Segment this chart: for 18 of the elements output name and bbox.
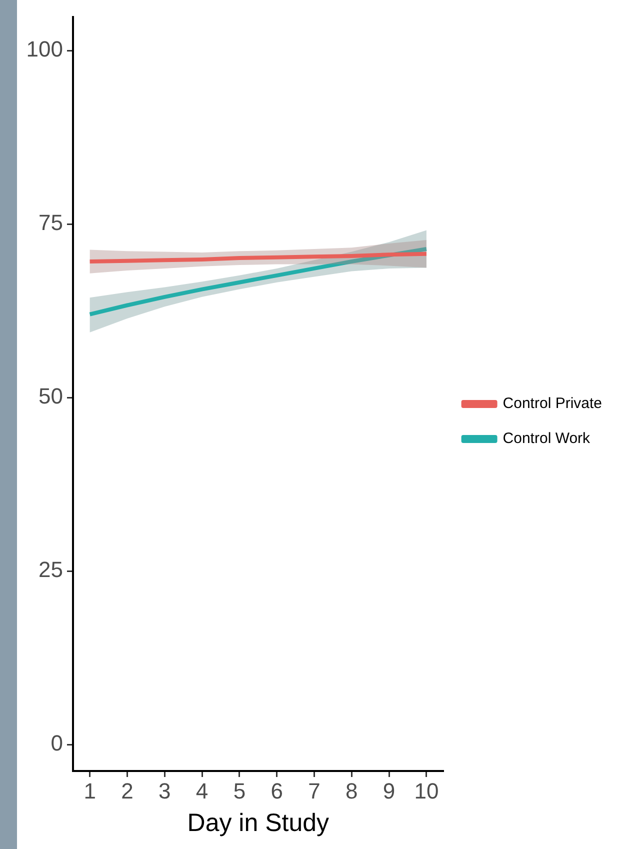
x-tick-label: 7 xyxy=(308,778,320,804)
x-tick-label: 5 xyxy=(233,778,246,804)
y-tick-label: 100 xyxy=(26,36,63,62)
x-axis-title: Day in Study xyxy=(187,808,330,837)
y-tick-label: 75 xyxy=(38,210,63,236)
x-tick-label: 6 xyxy=(270,778,283,804)
y-tick-label: 0 xyxy=(50,730,63,756)
legend-label: Control Private xyxy=(502,395,602,412)
x-tick-label: 2 xyxy=(121,778,134,804)
x-tick-label: 9 xyxy=(382,778,396,804)
x-tick-label: 1 xyxy=(84,778,96,804)
legend-label: Control Work xyxy=(502,430,591,448)
x-tick-label: 8 xyxy=(346,778,358,804)
x-tick-label: 4 xyxy=(196,778,208,804)
x-tick-label: 10 xyxy=(414,778,439,804)
y-tick-label: 50 xyxy=(38,384,63,409)
y-tick-label: 25 xyxy=(38,557,63,582)
x-tick-label: 3 xyxy=(158,778,171,804)
